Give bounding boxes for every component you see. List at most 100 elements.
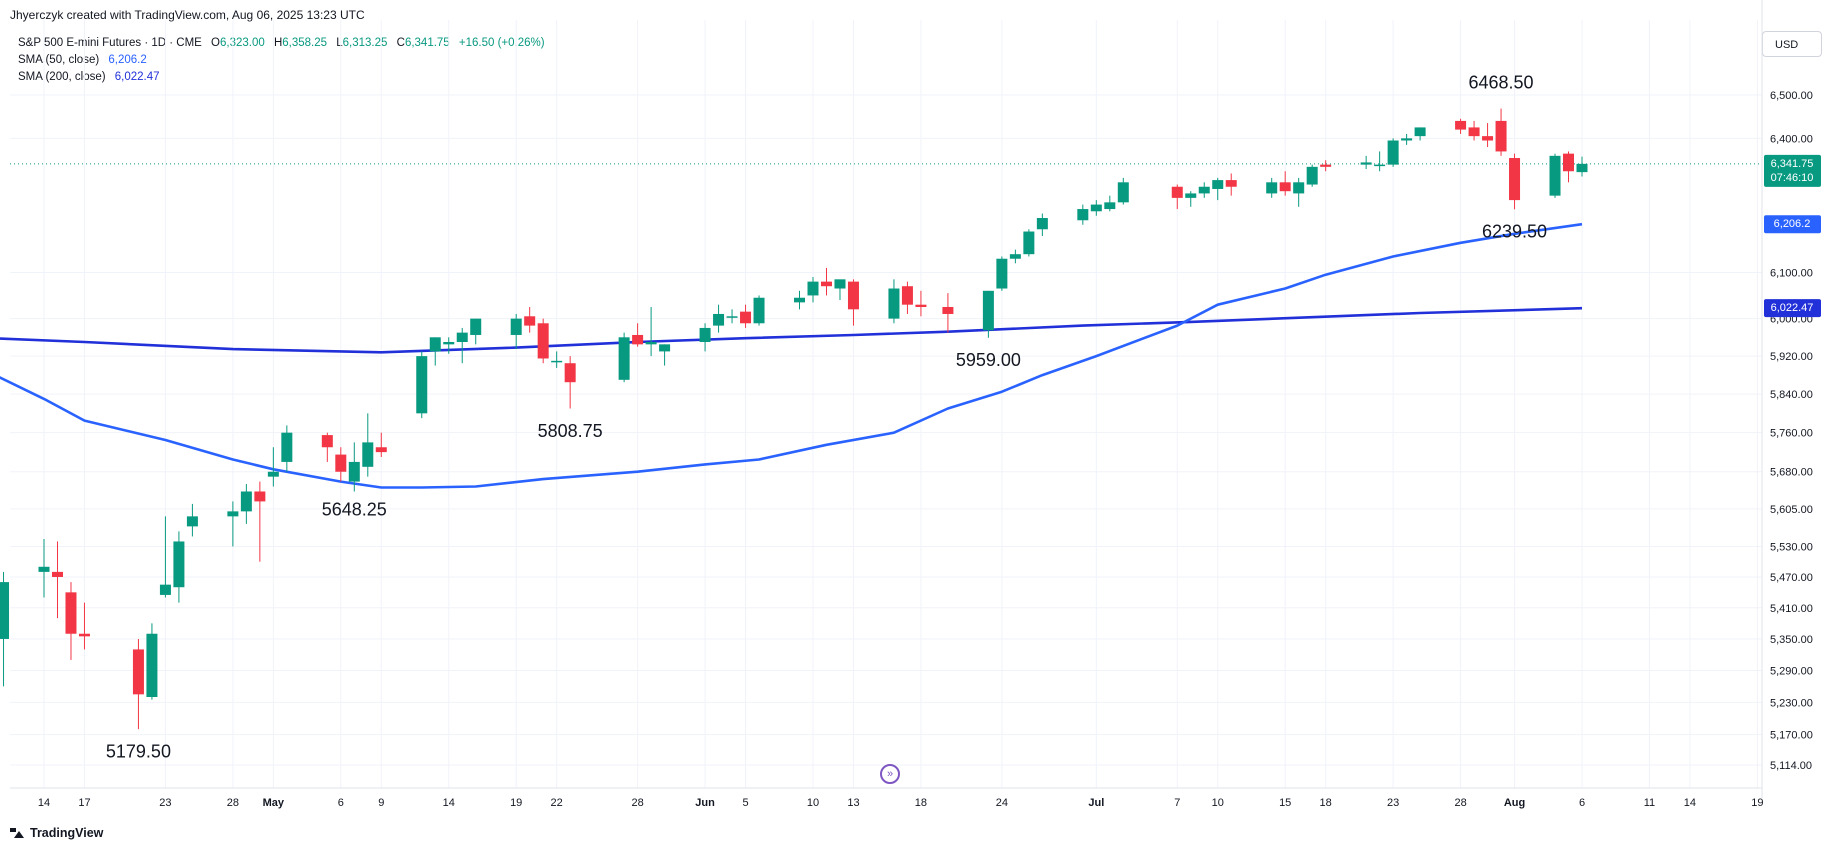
candle-body — [847, 281, 859, 310]
time-tick-label: Jun — [695, 797, 715, 809]
candle — [1549, 153, 1561, 198]
candle — [1171, 184, 1183, 210]
time-tick-label: 17 — [78, 797, 90, 809]
candle — [1414, 127, 1426, 141]
candle-body — [1360, 162, 1372, 165]
price-annotation: 6239.50 — [1482, 221, 1547, 241]
candle — [173, 531, 185, 603]
candle-body — [794, 297, 806, 303]
candle-body — [227, 511, 239, 517]
candle-body — [416, 356, 428, 414]
candle-body — [537, 323, 549, 359]
candle-body — [146, 633, 158, 698]
candle — [1104, 195, 1116, 212]
candle-body — [375, 447, 387, 453]
candle — [713, 304, 725, 333]
candle — [1266, 177, 1278, 198]
candle — [618, 332, 630, 383]
candle — [335, 447, 347, 482]
candle-body — [1549, 155, 1561, 196]
sma200-label[interactable]: SMA (200, close) — [18, 71, 106, 83]
candle-body — [132, 649, 144, 695]
candle-body — [699, 327, 711, 342]
time-tick-label: 19 — [510, 797, 522, 809]
candle-body — [659, 344, 671, 352]
candle-body — [186, 516, 198, 527]
candle — [1077, 204, 1089, 225]
high-value: 6,358.25 — [282, 37, 328, 49]
candle-body — [1117, 182, 1129, 203]
symbol-name[interactable]: S&P 500 E-mini Futures · 1D · CME — [18, 37, 202, 49]
currency-button[interactable]: USD — [1762, 31, 1822, 57]
go-to-realtime-icon[interactable]: » — [880, 764, 900, 784]
candle — [132, 638, 144, 730]
candle — [0, 571, 10, 687]
candle-body — [267, 471, 279, 477]
chart-legend: S&P 500 E-mini Futures · 1D · CME O6,323… — [18, 35, 545, 86]
time-tick-label: 22 — [551, 797, 563, 809]
sma200-row[interactable]: SMA (200, close) 6,022.47 — [18, 69, 545, 86]
sma200-price-tag-bg — [1764, 299, 1821, 318]
price-tick-label: 6,400.00 — [1770, 133, 1813, 145]
candle-body — [1455, 120, 1467, 130]
candle — [1387, 138, 1399, 167]
candle — [1225, 173, 1237, 196]
candle — [1320, 160, 1332, 172]
sma50-row[interactable]: SMA (50, close) 6,206.2 — [18, 52, 545, 69]
candle-body — [807, 281, 819, 296]
time-tick-label: 5 — [742, 797, 748, 809]
candle-body — [1077, 209, 1089, 221]
candle-body — [38, 566, 50, 572]
candle — [794, 290, 806, 310]
time-tick-label: 6 — [338, 797, 344, 809]
candle — [470, 318, 482, 345]
close-value: 6,341.75 — [404, 37, 450, 49]
price-annotation: 6468.50 — [1469, 73, 1534, 93]
price-tick-label: 5,114.00 — [1770, 760, 1812, 772]
time-tick-label: 14 — [1684, 797, 1696, 809]
candle-body — [173, 541, 185, 588]
candle-body — [51, 571, 63, 577]
tradingview-logo[interactable]: TradingView — [10, 826, 103, 840]
time-tick-label: 13 — [847, 797, 859, 809]
price-tick-label: 5,530.00 — [1770, 542, 1813, 554]
candle — [321, 432, 333, 462]
candle-body — [1563, 153, 1575, 172]
candle — [915, 290, 927, 317]
candle-body — [820, 281, 832, 287]
price-tick-label: 5,170.00 — [1770, 730, 1813, 742]
candle-body — [1306, 166, 1318, 185]
time-tick-label: 18 — [1320, 797, 1332, 809]
close-label: C — [396, 37, 405, 49]
candle — [564, 356, 576, 409]
candle — [443, 337, 455, 354]
last-price-tag-bg — [1764, 154, 1821, 187]
candle — [1509, 153, 1521, 210]
symbol-row[interactable]: S&P 500 E-mini Futures · 1D · CME O6,323… — [18, 35, 545, 52]
candle-body — [240, 491, 252, 512]
candle — [186, 503, 198, 537]
candle-body — [78, 633, 90, 637]
candle-body — [254, 491, 266, 502]
candle — [159, 516, 171, 598]
time-tick-label: 23 — [1387, 797, 1399, 809]
candle-body — [1401, 138, 1413, 141]
candle — [429, 337, 441, 366]
candle — [78, 602, 90, 650]
sma50-label[interactable]: SMA (50, close) — [18, 54, 100, 66]
candle — [1563, 151, 1575, 183]
candle — [820, 267, 832, 296]
time-tick-label: 23 — [159, 797, 171, 809]
candle-body — [1212, 180, 1224, 189]
candle — [146, 623, 158, 700]
candle-body — [362, 442, 374, 467]
candle — [807, 277, 819, 303]
candle — [1198, 182, 1210, 198]
sma200-value: 6,022.47 — [114, 71, 160, 83]
candle — [510, 313, 522, 350]
sma200-price-tag-text: 6,022.47 — [1771, 302, 1814, 314]
candle-body — [159, 584, 171, 595]
price-annotation: 5959.00 — [956, 350, 1021, 370]
price-tick-label: 5,840.00 — [1770, 389, 1813, 401]
